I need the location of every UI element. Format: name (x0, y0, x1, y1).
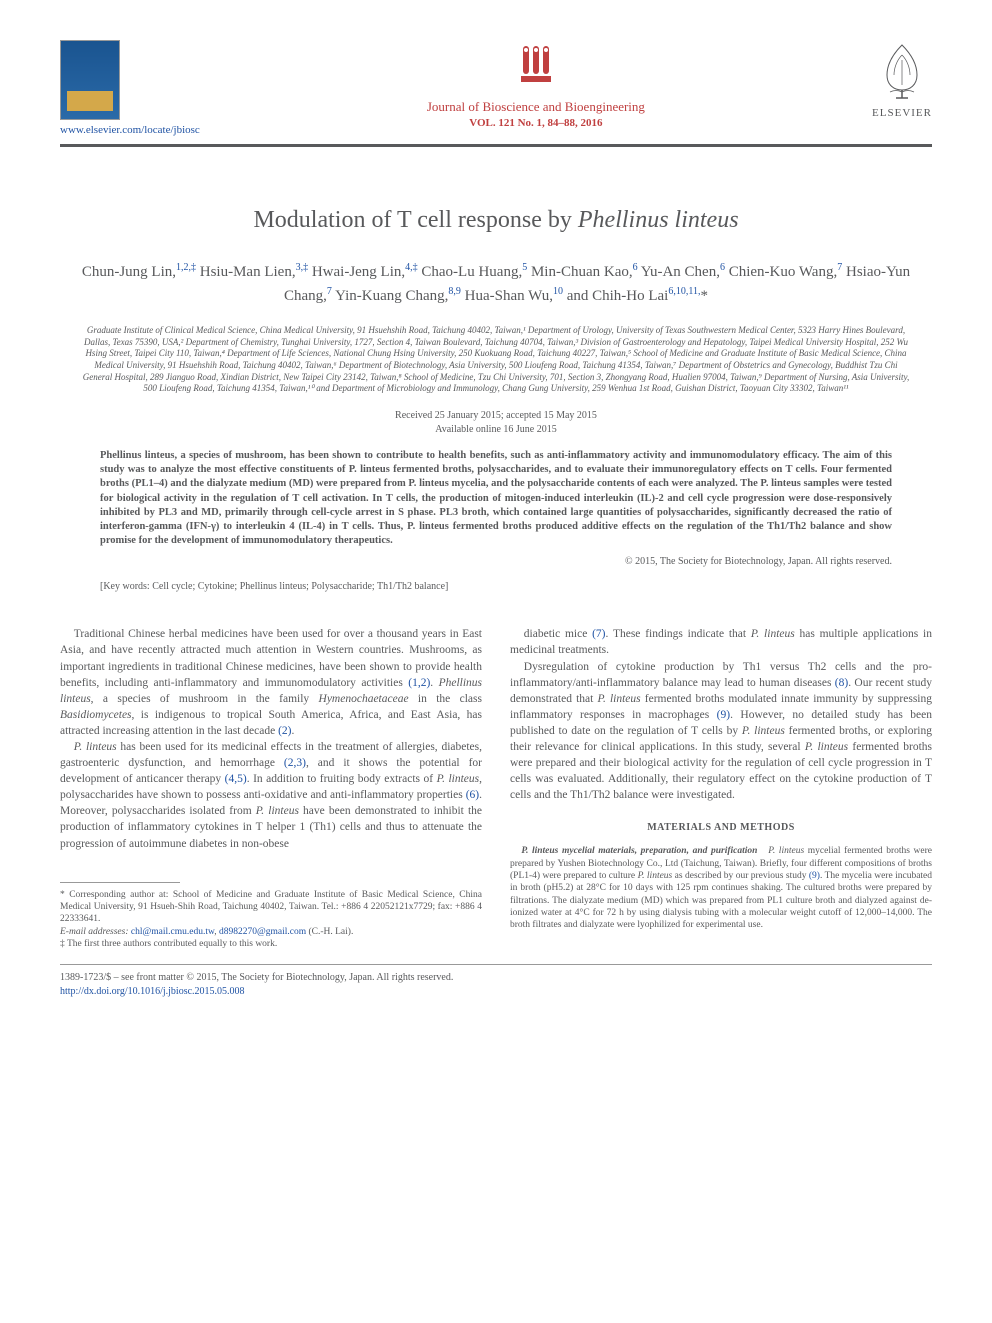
methods-heading: MATERIALS AND METHODS (510, 821, 932, 835)
abstract: Phellinus linteus, a species of mushroom… (100, 449, 892, 548)
article-dates: Received 25 January 2015; accepted 15 Ma… (60, 409, 932, 437)
column-left: Traditional Chinese herbal medicines hav… (60, 626, 482, 950)
article-title: Modulation of T cell response by Phellin… (60, 207, 932, 234)
issn-copyright: 1389-1723/$ – see front matter © 2015, T… (60, 971, 932, 985)
column-right: diabetic mice (7). These findings indica… (510, 626, 932, 950)
footer-rule (60, 964, 932, 965)
email-label: E-mail addresses: (60, 927, 129, 937)
body-columns: Traditional Chinese herbal medicines hav… (60, 626, 932, 950)
keywords: [Key words: Cell cycle; Cytokine; Phelli… (100, 581, 892, 592)
header-rule (60, 144, 932, 147)
email-tail: (C.-H. Lai). (308, 927, 353, 937)
received-accepted: Received 25 January 2015; accepted 15 Ma… (60, 409, 932, 423)
journal-volume: VOL. 121 No. 1, 84–88, 2016 (200, 117, 872, 129)
journal-cover-block: www.elsevier.com/locate/jbiosc (60, 40, 200, 136)
intro-para-3: diabetic mice (7). These findings indica… (510, 626, 932, 658)
keywords-label: [Key words: (100, 581, 150, 592)
equal-contribution: ‡ The first three authors contributed eq… (60, 938, 482, 950)
intro-para-1: Traditional Chinese herbal medicines hav… (60, 626, 482, 739)
journal-logo-icon (511, 40, 561, 90)
page-header: www.elsevier.com/locate/jbiosc Journal o… (60, 40, 932, 136)
email-1[interactable]: chl@mail.cmu.edu.tw (131, 927, 214, 937)
journal-title: Journal of Bioscience and Bioengineering (200, 99, 872, 115)
methods-body: P. linteus mycelial fermented broths wer… (510, 846, 932, 930)
title-text: Modulation of T cell response by (253, 207, 577, 233)
footnote-rule (60, 882, 180, 883)
title-species: Phellinus linteus (578, 207, 739, 233)
corresponding-author: * Corresponding author at: School of Med… (60, 889, 482, 926)
keywords-list: Cell cycle; Cytokine; Phellinus linteus;… (152, 581, 448, 592)
email-2[interactable]: d8982270@gmail.com (219, 927, 306, 937)
elsevier-tree-icon (872, 40, 932, 100)
journal-masthead: Journal of Bioscience and Bioengineering… (200, 40, 872, 129)
abstract-copyright: © 2015, The Society for Biotechnology, J… (100, 556, 892, 567)
footnotes: * Corresponding author at: School of Med… (60, 889, 482, 951)
intro-para-2: P. linteus has been used for its medicin… (60, 739, 482, 852)
publisher-block: ELSEVIER (872, 40, 932, 119)
methods-runin: P. linteus mycelial materials, preparati… (521, 846, 757, 856)
intro-para-4: Dysregulation of cytokine production by … (510, 659, 932, 804)
journal-cover-thumbnail (60, 40, 120, 120)
publisher-name: ELSEVIER (872, 107, 932, 119)
doi-link[interactable]: http://dx.doi.org/10.1016/j.jbiosc.2015.… (60, 986, 245, 997)
email-line: E-mail addresses: chl@mail.cmu.edu.tw, d… (60, 926, 482, 938)
locate-link[interactable]: www.elsevier.com/locate/jbiosc (60, 124, 200, 136)
affiliations: Graduate Institute of Clinical Medical S… (80, 325, 912, 395)
footer-info: 1389-1723/$ – see front matter © 2015, T… (60, 971, 932, 999)
author-list: Chun-Jung Lin,1,2,‡ Hsiu-Man Lien,3,‡ Hw… (60, 260, 932, 307)
methods-para: P. linteus mycelial materials, preparati… (510, 845, 932, 931)
available-online: Available online 16 June 2015 (60, 423, 932, 437)
